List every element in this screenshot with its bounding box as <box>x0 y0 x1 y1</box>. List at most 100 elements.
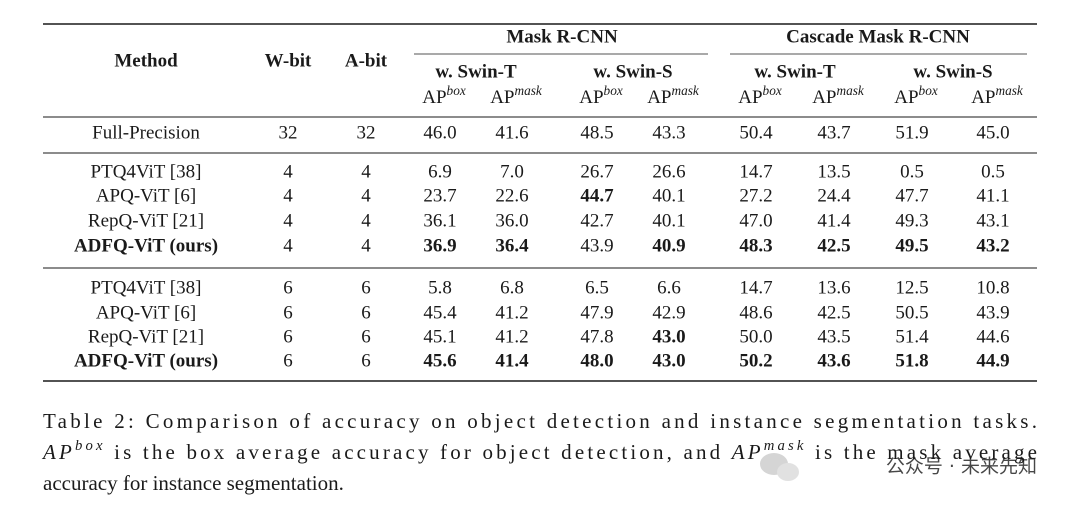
value-cell: 42.5 <box>817 302 850 323</box>
abit-cell: 4 <box>361 210 371 231</box>
superscript: box <box>75 438 103 454</box>
superscript: box <box>447 83 466 98</box>
value-cell: 45.6 <box>423 350 456 371</box>
value-cell: 27.2 <box>739 185 772 206</box>
value-cell: 51.9 <box>895 122 928 143</box>
value-cell: 47.9 <box>580 302 613 323</box>
value-cell: 43.0 <box>652 350 685 371</box>
header-backbone: w. Swin-S <box>593 61 672 82</box>
value-cell: 44.9 <box>976 350 1009 371</box>
value-cell: 50.4 <box>739 122 773 143</box>
value-cell: 50.2 <box>739 350 772 371</box>
value-cell: 14.7 <box>739 161 772 182</box>
symbol: AP <box>738 87 762 108</box>
abit-cell: 6 <box>361 350 371 371</box>
value-cell: 47.0 <box>739 210 772 231</box>
value-cell: 42.5 <box>817 235 850 256</box>
header-backbone: w. Swin-T <box>435 61 517 82</box>
symbol: AP <box>490 87 514 108</box>
value-cell: 47.7 <box>895 185 928 206</box>
value-cell: 36.1 <box>423 210 456 231</box>
value-cell: 6.6 <box>657 277 681 298</box>
superscript: box <box>919 83 938 98</box>
value-cell: 6.9 <box>428 161 452 182</box>
method-cell: Full-Precision <box>92 122 200 143</box>
superscript: box <box>604 83 623 98</box>
wbit-cell: 4 <box>283 235 293 256</box>
value-cell: 47.8 <box>580 326 613 347</box>
header-metric: APbox <box>422 83 466 108</box>
value-cell: 43.5 <box>817 326 850 347</box>
method-cell: PTQ4ViT [38] <box>91 277 202 298</box>
value-cell: 13.5 <box>817 161 850 182</box>
value-cell: 48.5 <box>580 122 613 143</box>
value-cell: 26.6 <box>652 161 685 182</box>
value-cell: 36.9 <box>423 235 456 256</box>
value-cell: 5.8 <box>428 277 452 298</box>
method-cell: ADFQ-ViT (ours) <box>74 235 218 256</box>
abit-cell: 6 <box>361 302 371 323</box>
symbol: AP <box>422 87 446 108</box>
header-group: Mask R-CNN <box>506 26 618 47</box>
value-cell: 42.7 <box>580 210 613 231</box>
text-run: Table 2: Comparison of accuracy on objec… <box>43 409 1037 433</box>
symbol: AP <box>812 87 836 108</box>
text-run: is the box average accuracy for object d… <box>106 440 729 464</box>
value-cell: 6.8 <box>500 277 524 298</box>
superscript: mask <box>671 83 699 98</box>
wbit-cell: 4 <box>283 210 293 231</box>
method-cell: ADFQ-ViT (ours) <box>74 350 218 371</box>
superscript: mask <box>836 83 864 98</box>
value-cell: 43.1 <box>976 210 1009 231</box>
header-metric: APmask <box>971 83 1024 108</box>
caption-line: accuracy for instance segmentation. <box>43 471 344 495</box>
value-cell: 45.0 <box>976 122 1009 143</box>
wbit-cell: 6 <box>283 302 293 323</box>
value-cell: 41.1 <box>976 185 1009 206</box>
value-cell: 43.3 <box>652 122 685 143</box>
value-cell: 46.0 <box>423 122 456 143</box>
value-cell: 41.2 <box>495 302 528 323</box>
wbit-cell: 4 <box>283 185 293 206</box>
value-cell: 22.6 <box>495 185 528 206</box>
symbol: AP <box>579 87 603 108</box>
abit-cell: 6 <box>361 326 371 347</box>
value-cell: 23.7 <box>423 185 456 206</box>
value-cell: 50.0 <box>739 326 772 347</box>
value-cell: 0.5 <box>900 161 924 182</box>
superscript: box <box>763 83 782 98</box>
superscript: mask <box>514 83 542 98</box>
header-backbone: w. Swin-S <box>913 61 992 82</box>
value-cell: 13.6 <box>817 277 850 298</box>
value-cell: 26.7 <box>580 161 613 182</box>
wbit-cell: 6 <box>283 277 293 298</box>
value-cell: 14.7 <box>739 277 772 298</box>
value-cell: 7.0 <box>500 161 524 182</box>
abit-cell: 6 <box>361 277 371 298</box>
value-cell: 43.7 <box>817 122 850 143</box>
header-metric: APmask <box>490 83 543 108</box>
header-metric: APmask <box>647 83 700 108</box>
value-cell: 0.5 <box>981 161 1005 182</box>
value-cell: 48.6 <box>739 302 772 323</box>
value-cell: 48.0 <box>580 350 613 371</box>
method-cell: PTQ4ViT [38] <box>91 161 202 182</box>
wbit-cell: 32 <box>279 122 298 143</box>
value-cell: 12.5 <box>895 277 928 298</box>
value-cell: 6.5 <box>585 277 609 298</box>
method-cell: RepQ-ViT [21] <box>88 210 204 231</box>
value-cell: 41.2 <box>495 326 528 347</box>
wbit-cell: 6 <box>283 326 293 347</box>
wbit-cell: 6 <box>283 350 293 371</box>
value-cell: 45.4 <box>423 302 457 323</box>
abit-cell: 4 <box>361 161 371 182</box>
header-backbone: w. Swin-T <box>754 61 836 82</box>
abit-cell: 32 <box>357 122 376 143</box>
value-cell: 41.6 <box>495 122 528 143</box>
header-method: Method <box>114 50 178 71</box>
header-metric: APbox <box>738 83 782 108</box>
superscript: mask <box>995 83 1023 98</box>
value-cell: 10.8 <box>976 277 1009 298</box>
method-cell: RepQ-ViT [21] <box>88 326 204 347</box>
